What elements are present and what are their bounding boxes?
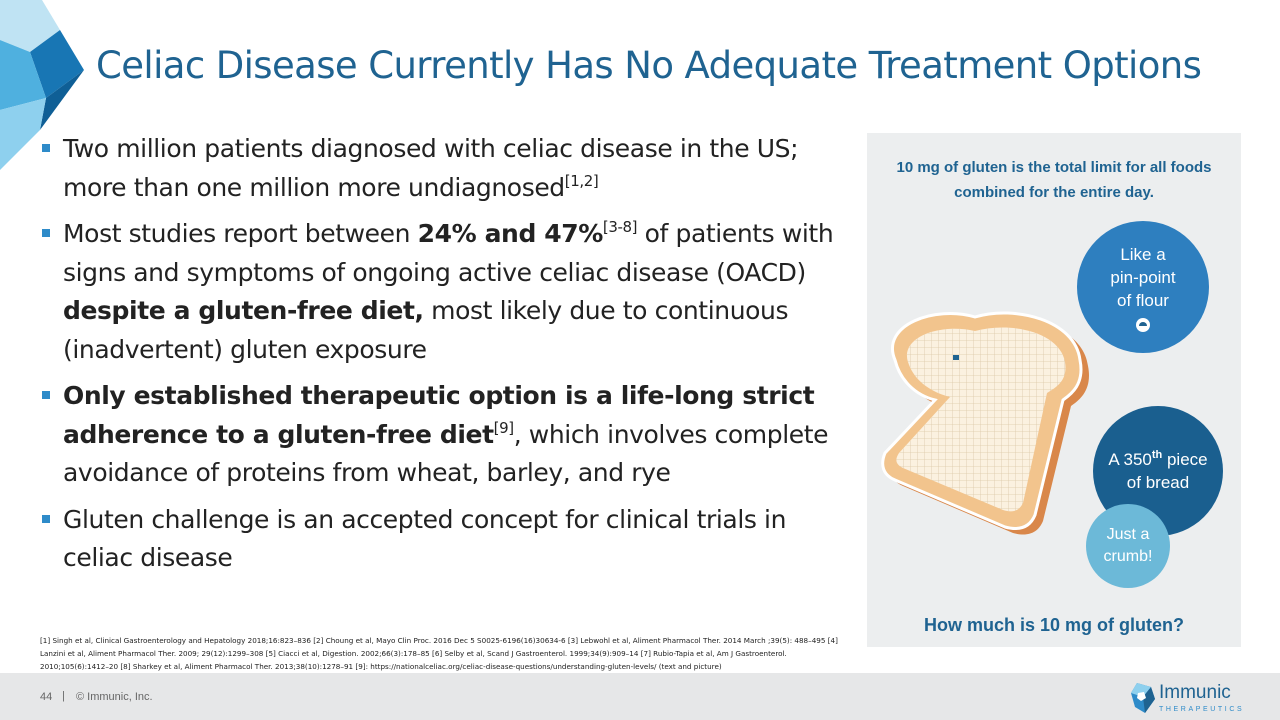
bullet-list: Two million patients diagnosed with celi… bbox=[40, 130, 840, 586]
page-title: Celiac Disease Currently Has No Adequate… bbox=[96, 44, 1202, 87]
copyright: © Immunic, Inc. bbox=[76, 691, 153, 703]
bullet-square-icon bbox=[42, 391, 50, 399]
crumb-bubble: Just a crumb! bbox=[1086, 504, 1170, 588]
page-number: 44 bbox=[40, 691, 53, 703]
citation: [3-8] bbox=[602, 218, 638, 236]
bullet-item: Most studies report between 24% and 47%[… bbox=[40, 215, 840, 369]
panel-heading: 10 mg of gluten is the total limit for a… bbox=[896, 159, 1212, 201]
panel-question: How much is 10 mg of gluten? bbox=[923, 615, 1184, 635]
bread-slice-illustration bbox=[881, 311, 1090, 535]
flour-pinpoint-icon bbox=[1136, 317, 1150, 332]
logo-subtitle: THERAPEUTICS bbox=[1159, 706, 1245, 713]
pinpoint-bubble: Like a pin-point of flour bbox=[1077, 221, 1209, 353]
gluten-info-panel: 10 mg of gluten is the total limit for a… bbox=[867, 133, 1241, 647]
bullet-square-icon bbox=[42, 144, 50, 152]
bullet-square-icon bbox=[42, 229, 50, 237]
citation: [9] bbox=[493, 418, 514, 437]
corner-diamond-decoration bbox=[0, 0, 84, 170]
footer-separator: | bbox=[62, 690, 65, 702]
bullet-item: Two million patients diagnosed with celi… bbox=[40, 130, 840, 207]
bullet-square-icon bbox=[42, 514, 50, 523]
immunic-logo-icon bbox=[1131, 683, 1155, 713]
logo-wordmark: Immunic bbox=[1159, 682, 1231, 703]
footer: 44 | © Immunic, Inc. Immunic THERAPEUTIC… bbox=[0, 673, 1280, 720]
bullet-item: Gluten challenge is an accepted concept … bbox=[40, 501, 840, 578]
citation: [1,2] bbox=[564, 171, 599, 190]
bullet-item: Only established therapeutic option is a… bbox=[40, 377, 840, 493]
references: [1] Singh et al, Clinical Gastroenterolo… bbox=[40, 636, 838, 671]
